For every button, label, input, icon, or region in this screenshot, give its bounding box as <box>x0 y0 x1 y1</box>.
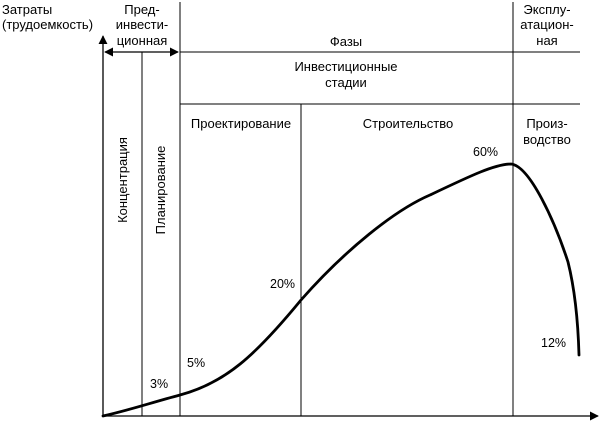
y-axis-label-line1: Затраты <box>2 2 52 17</box>
operational-label-3: ная <box>536 33 557 48</box>
stage-construction: Строительство <box>363 116 453 131</box>
pre-investment-label-2: инвести- <box>116 17 168 32</box>
percent-3: 3% <box>150 377 168 391</box>
operational-label-1: Эксплу- <box>523 2 570 17</box>
percent-5: 5% <box>187 356 205 370</box>
stage-design: Проектирование <box>191 116 291 131</box>
percent-20: 20% <box>270 277 295 291</box>
percent-60: 60% <box>473 145 498 159</box>
stage-production-2: водство <box>523 132 571 147</box>
cost-curve <box>101 162 581 418</box>
investment-stages-label-1: Инвестиционные <box>294 59 397 74</box>
percent-12: 12% <box>541 336 566 350</box>
stage-planning: Планирование <box>153 146 168 235</box>
operational-label-2: атацион- <box>520 17 573 32</box>
stage-production-1: Произ- <box>526 116 567 131</box>
phases-label: Фазы <box>330 34 362 49</box>
pre-investment-label-3: ционная <box>117 33 168 48</box>
stage-concentration: Концентрация <box>115 137 130 223</box>
investment-stages-label-2: стадии <box>325 75 367 90</box>
pre-investment-label-1: Пред- <box>124 2 159 17</box>
y-axis-label-line2: (трудоемкость) <box>2 17 93 32</box>
